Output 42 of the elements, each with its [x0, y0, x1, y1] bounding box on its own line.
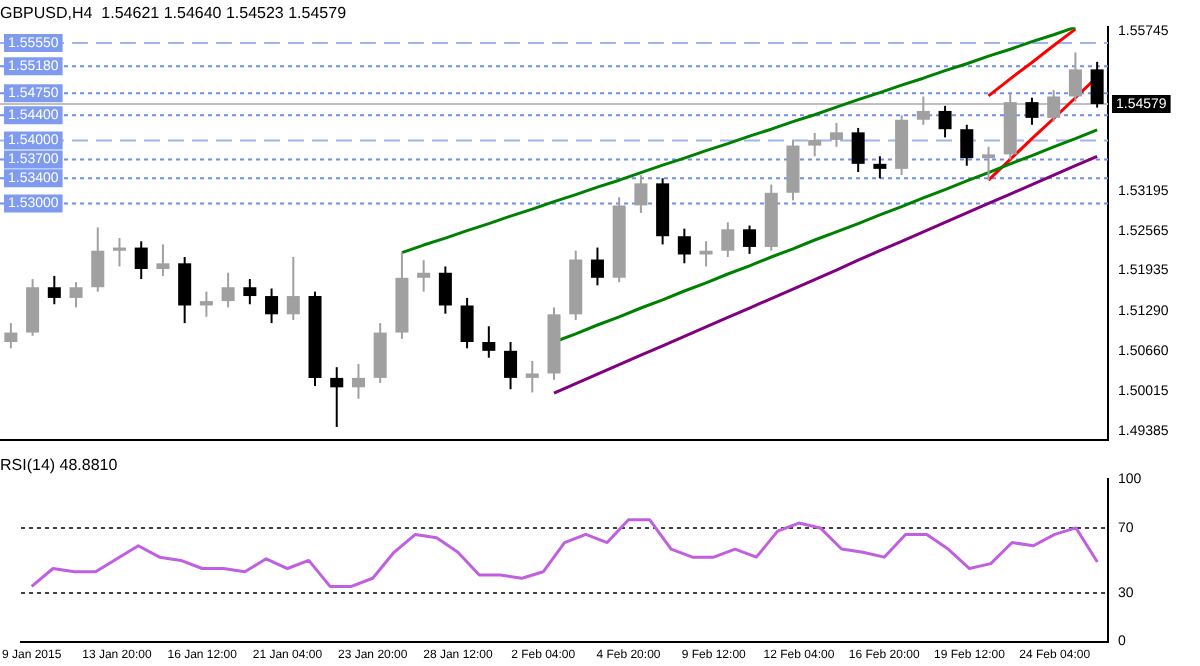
- candlestick: [286, 256, 300, 321]
- candlestick: [960, 123, 974, 167]
- candlestick: [373, 322, 387, 384]
- candlestick: [1025, 96, 1039, 126]
- candlestick: [786, 139, 800, 202]
- candlestick: [417, 259, 431, 293]
- candlestick: [1047, 89, 1061, 123]
- candlestick: [482, 325, 496, 359]
- candlestick: [112, 237, 127, 268]
- candlestick: [808, 131, 822, 158]
- candlestick: [916, 95, 930, 126]
- candlestick: [721, 221, 735, 259]
- candlestick: [829, 121, 843, 148]
- candlestick: [460, 296, 474, 350]
- candlestick: [743, 224, 757, 255]
- chart-title: GBPUSD,H4 1.54621 1.54640 1.54523 1.54579: [0, 4, 348, 23]
- candlestick: [851, 126, 865, 174]
- candlestick: [69, 281, 83, 309]
- candlestick: [873, 155, 887, 180]
- candlestick: [221, 271, 235, 309]
- candlestick: [91, 226, 105, 293]
- candlestick: [265, 287, 279, 325]
- candlestick: [178, 256, 192, 325]
- candlestick: [981, 145, 996, 182]
- candlestick: [47, 274, 61, 306]
- candlestick: [243, 278, 257, 306]
- candlestick: [4, 322, 18, 350]
- candlestick: [938, 104, 952, 139]
- candlestick: [351, 363, 365, 400]
- candlestick: [504, 341, 518, 391]
- candlestick: [199, 290, 213, 318]
- candlestick: [134, 240, 148, 281]
- chart-title: RSI(14) 48.8810: [0, 456, 119, 475]
- candlestick: [525, 359, 539, 394]
- candlestick: [634, 174, 648, 214]
- candlestick: [590, 246, 604, 287]
- candlestick: [438, 265, 452, 315]
- candlestick: [330, 366, 344, 429]
- candlestick: [677, 227, 691, 265]
- candlestick: [26, 278, 40, 337]
- candlestick: [1068, 51, 1082, 103]
- candlestick: [156, 243, 170, 277]
